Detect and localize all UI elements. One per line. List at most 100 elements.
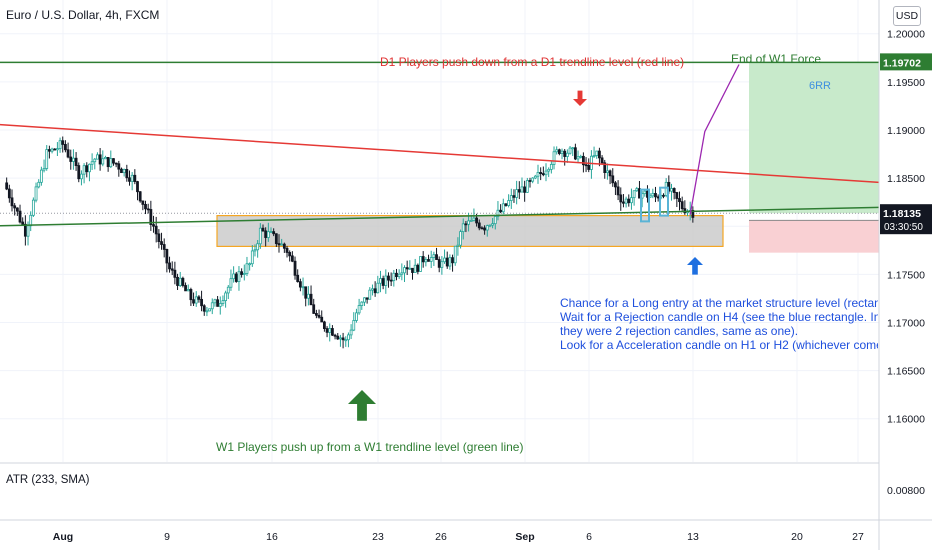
candle-body — [269, 231, 273, 234]
x-tick-label: 27 — [852, 531, 864, 543]
candle-body — [440, 261, 444, 268]
candle-body — [58, 140, 62, 149]
candle-body — [341, 337, 345, 341]
candle-body — [565, 152, 569, 157]
bar-countdown: 03:30:50 — [884, 222, 923, 233]
candle-body — [483, 227, 487, 231]
indicator-tick-label: 0.00800 — [887, 485, 925, 497]
candle-body — [218, 303, 222, 307]
candle-body — [568, 147, 572, 154]
candle-body — [520, 186, 524, 193]
candle-body — [643, 190, 647, 195]
candle-body — [117, 163, 121, 170]
candle-body — [256, 243, 260, 251]
candle-body — [331, 328, 334, 336]
candle-body — [165, 249, 169, 264]
candle-body — [544, 170, 548, 176]
candle-body — [491, 223, 495, 226]
candle-body — [312, 304, 316, 314]
candle-body — [88, 163, 91, 173]
candle-body — [277, 243, 281, 246]
candle-body — [419, 256, 422, 272]
candle-body — [26, 225, 30, 237]
candle-body — [347, 334, 350, 341]
candle-body — [112, 158, 115, 164]
candle-body — [456, 244, 460, 247]
candle-body — [461, 223, 465, 233]
candle-body — [339, 337, 342, 340]
candle-body — [13, 205, 17, 209]
candle-body — [616, 186, 620, 196]
green-level-price: 1.19702 — [883, 57, 921, 69]
d1-annotation: D1 Players push down from a D1 trendline… — [380, 55, 685, 69]
candle-body — [253, 249, 257, 252]
red-down-arrow-icon — [573, 90, 587, 106]
x-tick-label: 20 — [791, 531, 803, 543]
indicator-label[interactable]: ATR (233, SMA) — [6, 474, 90, 486]
candle-body — [352, 320, 356, 331]
candle-body — [469, 220, 473, 222]
candle-body — [176, 276, 179, 286]
candle-body — [424, 259, 428, 263]
candle-body — [662, 194, 665, 197]
candle-body — [320, 316, 324, 323]
candle-body — [21, 221, 25, 225]
candle-body — [496, 209, 500, 217]
candle-body — [600, 157, 604, 164]
candle-body — [264, 230, 268, 238]
candle-body — [80, 173, 83, 180]
candle-body — [189, 289, 193, 301]
symbol-title: Euro / U.S. Dollar, 4h, FXCM — [6, 8, 160, 22]
candle-body — [234, 273, 238, 282]
y-tick-label: 1.19000 — [887, 125, 925, 137]
candle-body — [184, 285, 187, 292]
current-price-tag — [880, 204, 932, 235]
candle-body — [250, 250, 254, 265]
candle-body — [74, 157, 78, 166]
candle-body — [314, 313, 318, 316]
x-tick-label: 6 — [586, 531, 592, 543]
candle-body — [475, 217, 478, 224]
y-tick-label: 1.17000 — [887, 317, 925, 329]
candle-body — [141, 200, 145, 205]
candle-body — [133, 174, 137, 182]
candle-body — [443, 257, 446, 263]
candle-body — [400, 272, 404, 275]
candle-body — [448, 257, 452, 267]
y-tick-label: 1.18500 — [887, 173, 925, 185]
candle-body — [93, 158, 97, 163]
note-line: Wait for a Rejection candle on H4 (see t… — [560, 310, 878, 324]
candle-body — [397, 273, 401, 278]
candle-body — [5, 182, 9, 190]
y-tick-label: 1.16000 — [887, 414, 925, 426]
candle-body — [485, 225, 489, 231]
candles — [5, 136, 695, 349]
candle-body — [42, 168, 46, 171]
candle-body — [515, 189, 519, 198]
candle-body — [98, 154, 102, 165]
candle-body — [381, 278, 385, 286]
candle-body — [280, 243, 284, 246]
candle-body — [533, 175, 537, 179]
candle-body — [325, 328, 329, 333]
candle-body — [512, 195, 516, 198]
candle-body — [453, 245, 457, 264]
candle-body — [290, 255, 294, 262]
candle-body — [274, 233, 278, 244]
candle-body — [584, 164, 588, 167]
candle-body — [421, 256, 425, 263]
candle-body — [608, 170, 612, 177]
candle-body — [130, 174, 134, 182]
currency-button[interactable]: USD — [893, 6, 921, 26]
candle-body — [539, 172, 543, 174]
candle-body — [229, 278, 233, 288]
candle-body — [61, 140, 65, 145]
candle-body — [304, 286, 308, 299]
overlays-back — [0, 62, 879, 253]
rr-label: 6RR — [809, 80, 832, 92]
x-tick-label: 9 — [164, 531, 170, 543]
candle-body — [138, 191, 142, 202]
candle-body — [216, 299, 220, 307]
